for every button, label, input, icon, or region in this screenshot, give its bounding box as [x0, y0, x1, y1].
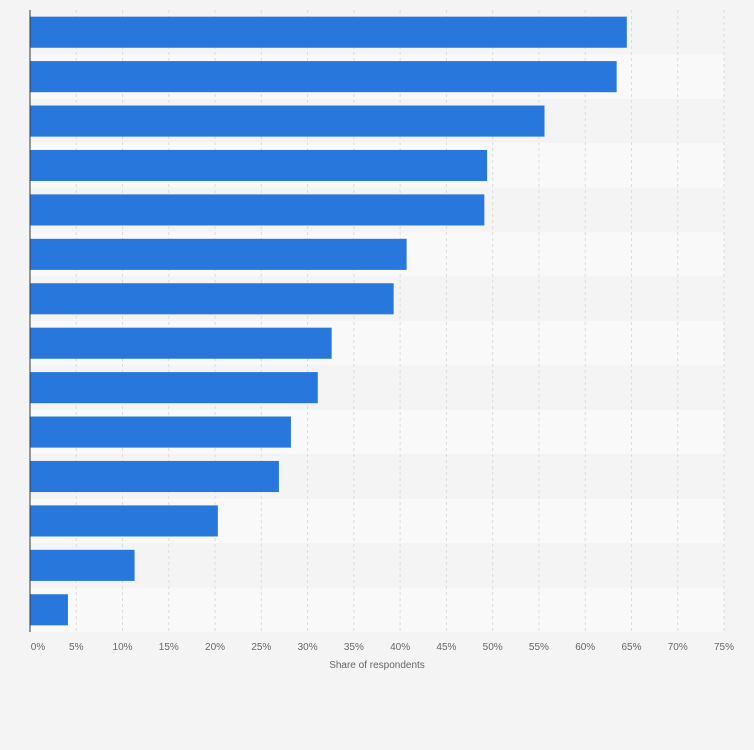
x-tick-label: 30% — [298, 642, 318, 653]
x-tick-label: 70% — [668, 642, 688, 653]
x-axis-ticks: 0% 5% 10% 15% 20% 25% 30% 35% 40% 45% 50% 55% 60% 65%… — [31, 642, 734, 653]
bar — [30, 194, 485, 226]
row-band — [30, 587, 724, 632]
bar — [30, 238, 407, 270]
x-tick-label: 5% — [69, 642, 84, 653]
bar — [30, 372, 318, 404]
x-tick-label: 60% — [575, 642, 595, 653]
x-tick-label: 35% — [344, 642, 364, 653]
x-tick-label: 10% — [113, 642, 133, 653]
x-tick-label: 15% — [159, 642, 179, 653]
bar — [30, 460, 279, 493]
bar — [30, 594, 68, 626]
bar — [30, 283, 394, 315]
bars — [30, 16, 627, 626]
row-bands — [30, 10, 724, 632]
x-axis-title: Share of respondents — [329, 660, 425, 671]
bar — [30, 149, 488, 182]
bar — [30, 61, 617, 93]
bar — [30, 416, 291, 448]
x-tick-label: 55% — [529, 642, 549, 653]
x-tick-label: 65% — [621, 642, 641, 653]
bar — [30, 549, 135, 581]
bar — [30, 16, 627, 48]
row-band — [30, 543, 724, 588]
x-tick-label: 50% — [483, 642, 503, 653]
x-tick-label: 75% — [714, 642, 734, 653]
x-tick-label: 45% — [436, 642, 456, 653]
bar — [30, 505, 218, 537]
x-tick-label: 0% — [31, 642, 46, 653]
x-tick-label: 25% — [251, 642, 271, 653]
x-tick-label: 40% — [390, 642, 410, 653]
bar — [30, 105, 545, 137]
x-tick-label: 20% — [205, 642, 225, 653]
bar — [30, 327, 332, 359]
